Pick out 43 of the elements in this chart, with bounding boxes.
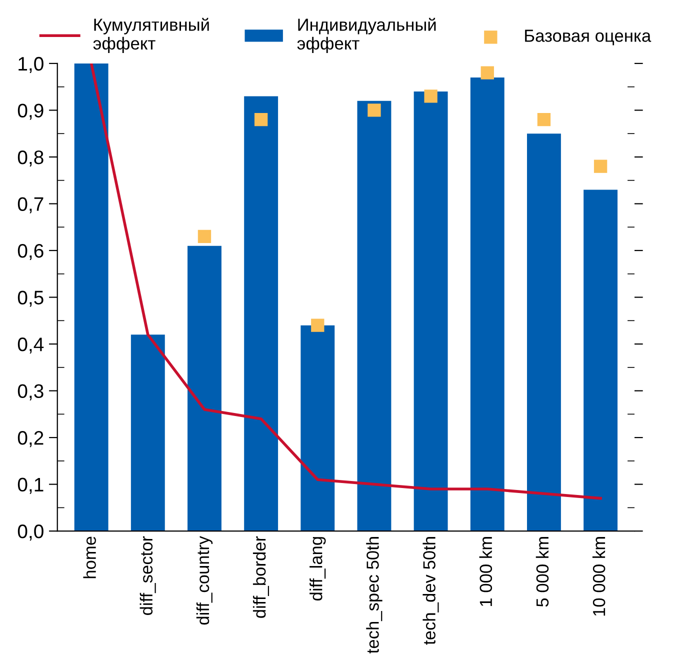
y-tick-label: 0,2	[18, 431, 44, 448]
point	[198, 230, 212, 244]
bar	[244, 96, 278, 532]
y-tick-label: 0,3	[18, 384, 44, 400]
bar	[414, 92, 448, 532]
y-tick-label: 0,6	[18, 244, 44, 260]
point	[594, 160, 608, 173]
point	[424, 90, 438, 103]
x-tick-label: diff_lang	[310, 537, 326, 601]
point	[537, 112, 551, 126]
point	[254, 112, 268, 126]
bar	[357, 100, 392, 532]
legend-label: Индивидуальный эффект	[297, 18, 436, 54]
y-tick-label: 0,7	[18, 197, 44, 214]
bar	[130, 334, 165, 532]
legend-label: Кумулятивный эффект	[93, 18, 209, 54]
bar	[188, 246, 222, 532]
bar	[470, 77, 504, 532]
y-tick-label: 0,9	[18, 104, 44, 120]
y-tick-label: 0,4	[18, 337, 44, 354]
x-tick-label: tech_spec 50th	[366, 537, 382, 654]
y-tick-label: 0,0	[18, 524, 44, 541]
y-tick-label: 0,5	[18, 290, 44, 307]
legend-label: Базовая оценка	[525, 30, 652, 46]
y-tick-label: 1,0	[18, 56, 44, 73]
point	[368, 104, 381, 117]
y-tick-label: 0,8	[18, 150, 44, 167]
x-tick-label: 1 000 km	[479, 537, 492, 606]
point	[480, 66, 494, 80]
x-tick-label: home	[83, 536, 96, 578]
line-series	[90, 63, 602, 500]
bar	[584, 190, 618, 532]
x-tick-label: diff_border	[252, 536, 270, 618]
bar	[526, 134, 561, 532]
x-tick-label: 10 000 km	[592, 537, 606, 616]
x-tick-label: diff_sector	[140, 536, 156, 615]
y-tick-label: 0,1	[18, 478, 44, 494]
point	[311, 318, 324, 332]
x-tick-label: diff_country	[196, 536, 213, 625]
x-tick-label: 5 000 km	[536, 537, 549, 607]
x-tick-label: tech_dev 50th	[422, 537, 439, 645]
bar	[74, 63, 108, 532]
bar	[300, 325, 335, 532]
